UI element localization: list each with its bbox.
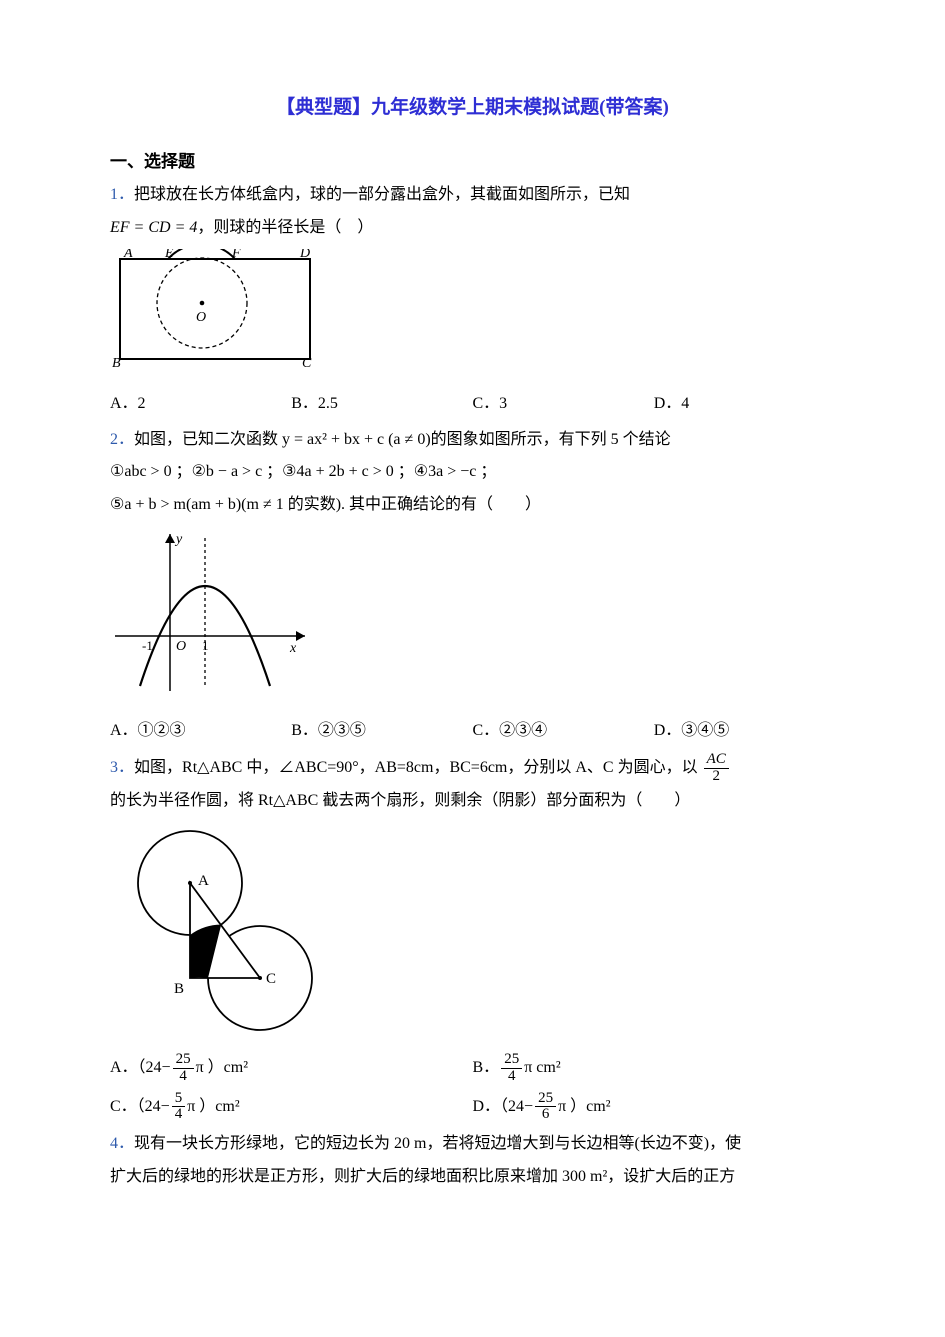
q1-expr: EF = CD = 4 [110,219,197,236]
q1-line1: 1．把球放在长方体纸盒内，球的一部分露出盒外，其截面如图所示，已知 [110,180,835,210]
q3-number: 3． [110,759,134,776]
q1-opt-d: D．4 [654,389,835,419]
q4-line1: 4．现有一块长方形绿地，它的短边长为 20 m，若将短边增大到与长边相等(长边不… [110,1129,835,1159]
q4-line2: 扩大后的绿地的形状是正方形，则扩大后的绿地面积比原来增加 300 m²，设扩大后… [110,1162,835,1192]
q2-line3: ⑤a + b > m(am + b)(m ≠ 1 的实数). 其中正确结论的有（… [110,490,835,520]
svg-text:C: C [266,971,276,987]
q2-expr: y = ax² + bx + c (a ≠ 0) [282,431,431,448]
svg-text:C: C [302,356,312,369]
svg-text:E: E [164,249,174,261]
q3-line1: 3．如图，Rt△ABC 中，∠ABC=90°，AB=8cm，BC=6cm，分别以… [110,752,835,785]
svg-text:A: A [123,249,133,261]
q1-text2: ，则球的半径长是（ ） [197,219,373,236]
q3-line2: 的长为半径作圆，将 Rt△ABC 截去两个扇形，则剩余（阴影）部分面积为（ ） [110,786,835,816]
q2-opt-c: C．②③④ [473,716,654,746]
q3-frac: AC2 [704,752,729,785]
svg-text:x: x [289,641,297,656]
q2-opt-d: D．③④⑤ [654,716,835,746]
q2-number: 2． [110,431,134,448]
q1-options: A．2 B．2.5 C．3 D．4 [110,389,835,419]
q2-line2: ①abc > 0 ；②b − a > c ；③4a + 2b + c > 0 ；… [110,457,835,487]
q3-opt-c: C．（24−54π ）cm² [110,1091,473,1124]
q1-figure: A E F D B C O [110,249,835,380]
doc-title: 【典型题】九年级数学上期末模拟试题(带答案) [110,90,835,126]
q3-options-row1: A．（24−254π ）cm² B．254π cm² [110,1052,835,1085]
q1-line2: EF = CD = 4，则球的半径长是（ ） [110,213,835,243]
svg-text:B: B [174,981,184,997]
q2-opt-b: B．②③⑤ [291,716,472,746]
q2-figure: -1 O 1 y x [110,526,835,707]
svg-text:-1: -1 [142,638,153,653]
q3-opt-d: D．（24−256π ）cm² [473,1091,836,1124]
svg-text:O: O [196,310,206,325]
q3-options-row2: C．（24−54π ）cm² D．（24−256π ）cm² [110,1091,835,1124]
q1-text1: 把球放在长方体纸盒内，球的一部分露出盒外，其截面如图所示，已知 [134,186,630,203]
q3-t1: 如图，Rt△ABC 中，∠ABC=90°，AB=8cm，BC=6cm，分别以 A… [134,759,698,776]
svg-text:F: F [231,249,241,261]
svg-text:O: O [176,639,186,654]
svg-text:1: 1 [202,638,209,653]
q2-line1: 2．如图，已知二次函数 y = ax² + bx + c (a ≠ 0)的图象如… [110,425,835,455]
svg-text:y: y [174,532,183,547]
section-heading-1: 一、选择题 [110,146,835,178]
q3-opt-b: B．254π cm² [473,1052,836,1085]
q3-opt-a: A．（24−254π ）cm² [110,1052,473,1085]
q2-t2: 的图象如图所示，有下列 5 个结论 [431,431,671,448]
svg-text:D: D [299,249,310,261]
q2-options: A．①②③ B．②③⑤ C．②③④ D．③④⑤ [110,716,835,746]
q1-opt-b: B．2.5 [291,389,472,419]
q2-t1: 如图，已知二次函数 [134,431,278,448]
q2-opt-a: A．①②③ [110,716,291,746]
svg-text:B: B [112,356,121,369]
q1-opt-c: C．3 [473,389,654,419]
q4-number: 4． [110,1135,134,1152]
svg-text:A: A [198,873,209,889]
q1-number: 1． [110,186,134,203]
q1-opt-a: A．2 [110,389,291,419]
q4-t1: 现有一块长方形绿地，它的短边长为 20 m，若将短边增大到与长边相等(长边不变)… [134,1135,741,1152]
q3-figure: A B C [110,823,835,1044]
page: 【典型题】九年级数学上期末模拟试题(带答案) 一、选择题 1．把球放在长方体纸盒… [0,0,945,1234]
